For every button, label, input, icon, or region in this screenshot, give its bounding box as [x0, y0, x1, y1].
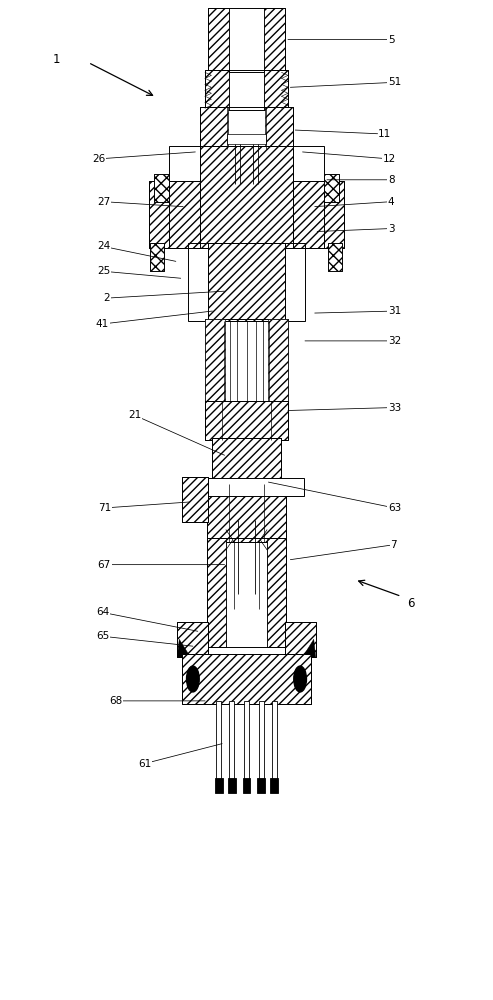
Polygon shape [267, 440, 272, 453]
Bar [264, 8, 284, 72]
Bar [200, 146, 293, 248]
Bar [209, 8, 284, 72]
Bar [215, 778, 223, 793]
Bar [205, 401, 288, 440]
Polygon shape [221, 440, 226, 453]
Bar [149, 181, 203, 248]
Bar [270, 778, 278, 793]
Text: 31: 31 [315, 306, 401, 316]
Bar [208, 243, 285, 321]
Bar [290, 181, 344, 248]
Text: 68: 68 [109, 696, 205, 706]
Polygon shape [244, 440, 249, 453]
Text: 5: 5 [288, 35, 394, 45]
Bar [265, 107, 293, 149]
Polygon shape [177, 639, 190, 657]
Bar [182, 654, 311, 704]
Bar [227, 134, 266, 144]
Bar [244, 701, 249, 780]
Bar [200, 107, 293, 149]
Bar [328, 243, 342, 271]
Polygon shape [234, 440, 239, 453]
Bar [182, 477, 208, 522]
Bar [154, 174, 170, 202]
Bar [200, 107, 228, 149]
Bar [207, 484, 286, 542]
Text: 1: 1 [53, 53, 60, 66]
Text: 32: 32 [305, 336, 401, 346]
Bar [207, 484, 286, 542]
Text: 2: 2 [104, 291, 225, 303]
Text: 25: 25 [97, 266, 181, 278]
Polygon shape [254, 440, 259, 453]
Text: 7: 7 [290, 540, 397, 560]
Circle shape [294, 666, 307, 692]
Bar [177, 622, 208, 657]
Bar [228, 778, 236, 793]
Bar [267, 538, 286, 647]
Bar [212, 438, 281, 480]
Text: 27: 27 [97, 197, 183, 207]
Text: 8: 8 [327, 175, 394, 185]
Bar [208, 243, 285, 321]
Text: 6: 6 [408, 597, 415, 610]
Bar [205, 70, 288, 110]
Text: 12: 12 [303, 152, 396, 164]
Polygon shape [303, 639, 316, 657]
Bar [182, 654, 311, 704]
Bar [177, 622, 208, 657]
Text: 64: 64 [96, 607, 198, 631]
Bar [259, 701, 264, 780]
Text: 63: 63 [268, 482, 401, 513]
Text: 41: 41 [96, 311, 212, 329]
Bar [150, 243, 164, 271]
Bar [285, 622, 316, 657]
Bar [205, 319, 225, 404]
Bar [207, 538, 226, 647]
Circle shape [186, 666, 199, 692]
Text: 65: 65 [96, 631, 193, 646]
Bar [229, 701, 234, 780]
Bar [290, 181, 344, 248]
Bar [323, 174, 339, 202]
Bar [149, 181, 203, 248]
Text: 61: 61 [139, 744, 222, 769]
Bar [188, 243, 305, 321]
Bar [200, 146, 293, 248]
Text: 33: 33 [288, 403, 401, 413]
Bar [264, 70, 288, 110]
Bar [328, 243, 342, 271]
Text: 71: 71 [98, 502, 189, 513]
Bar [169, 146, 324, 248]
Bar [272, 701, 277, 780]
Bar [150, 243, 164, 271]
Text: 67: 67 [98, 560, 225, 570]
Bar [268, 319, 288, 404]
Bar [257, 778, 265, 793]
Bar [205, 319, 288, 404]
Text: 26: 26 [92, 152, 195, 164]
Bar [209, 8, 229, 72]
Text: 21: 21 [129, 410, 225, 455]
Bar [205, 70, 229, 110]
Bar [207, 538, 286, 647]
Bar [216, 701, 221, 780]
Text: 24: 24 [97, 241, 176, 261]
Bar [189, 478, 304, 496]
Bar [212, 438, 281, 480]
Text: 4: 4 [315, 197, 394, 207]
Text: 3: 3 [317, 224, 394, 234]
Bar [182, 477, 208, 522]
Bar [154, 174, 170, 202]
Text: 11: 11 [295, 129, 391, 139]
Bar [285, 622, 316, 657]
Bar [205, 401, 288, 440]
Text: 51: 51 [290, 77, 401, 87]
Bar [323, 174, 339, 202]
Bar [243, 778, 250, 793]
